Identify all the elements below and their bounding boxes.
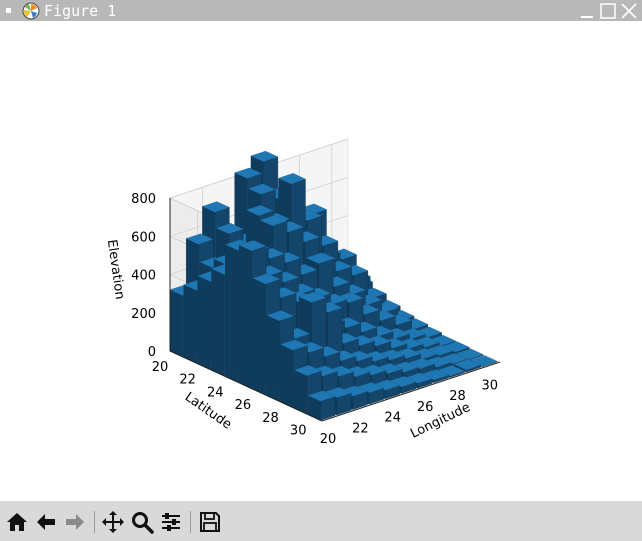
home-icon	[7, 513, 27, 531]
configure-subplots-icon	[162, 513, 180, 531]
back-button[interactable]	[33, 509, 59, 535]
y-tick-label: 22	[179, 373, 196, 388]
save-button[interactable]	[197, 509, 223, 535]
navigation-toolbar	[0, 501, 642, 541]
bars-group	[169, 150, 498, 421]
window-menu-icon[interactable]	[6, 8, 11, 13]
zoom-icon	[132, 512, 154, 534]
save-icon	[200, 512, 220, 532]
z-axis-label: Elevation	[104, 239, 127, 301]
z-tick-label: 200	[131, 307, 156, 322]
z-tick-label: 600	[131, 230, 156, 245]
y-tick-label: 20	[152, 360, 169, 375]
x-tick-label: 20	[320, 432, 337, 447]
x-tick-label: 30	[482, 378, 499, 393]
toolbar-separator	[94, 511, 95, 533]
maximize-icon[interactable]	[599, 2, 617, 20]
minimize-icon[interactable]	[578, 2, 596, 20]
y-tick-label: 24	[207, 386, 224, 401]
back-icon	[37, 514, 55, 530]
window-title: Figure 1	[44, 2, 117, 20]
bar3d-chart[interactable]: 20 22 24 26 28 30 20 22 24 26 28 30 0 200 400 600 800 El…	[0, 21, 642, 501]
x-tick-label: 26	[417, 400, 434, 415]
forward-button[interactable]	[62, 509, 88, 535]
x-tick-label: 28	[449, 389, 466, 404]
z-tick-label: 0	[148, 345, 156, 360]
pan-icon	[102, 511, 124, 533]
figure-canvas[interactable]: 20 22 24 26 28 30 20 22 24 26 28 30 0 200 400 600 800 El…	[0, 21, 642, 501]
close-icon[interactable]	[620, 2, 638, 20]
forward-icon	[66, 514, 84, 530]
z-tick-label: 400	[131, 269, 156, 284]
x-axis-line	[321, 361, 501, 422]
pan-button[interactable]	[100, 509, 126, 535]
y-tick-label: 30	[290, 424, 307, 439]
y-tick-label: 26	[235, 398, 252, 413]
axes-lines	[169, 198, 501, 422]
y-axis-line	[169, 350, 323, 422]
home-button[interactable]	[4, 509, 30, 535]
y-tick-label: 28	[262, 411, 279, 426]
x-tick-label: 22	[352, 421, 369, 436]
toolbar-separator	[190, 511, 191, 533]
configure-subplots-button[interactable]	[158, 509, 184, 535]
window-titlebar: Figure 1	[0, 0, 642, 21]
tick-labels: 20 22 24 26 28 30 20 22 24 26 28 30 0 200 400 600 800	[131, 192, 498, 447]
z-tick-label: 800	[131, 192, 156, 207]
zoom-button[interactable]	[129, 509, 155, 535]
x-tick-label: 24	[384, 411, 401, 426]
matplotlib-logo-icon	[22, 2, 40, 20]
bar	[307, 390, 336, 421]
